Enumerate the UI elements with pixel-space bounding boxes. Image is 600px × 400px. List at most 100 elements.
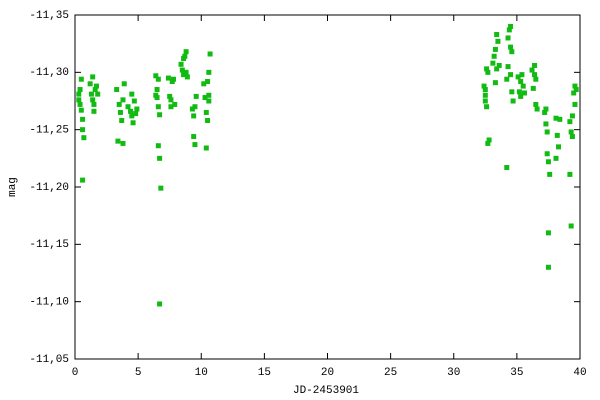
data-point: [567, 119, 573, 125]
y-tick-label: -11,20: [29, 182, 69, 194]
data-point: [87, 81, 93, 87]
data-point: [133, 111, 139, 117]
data-point: [155, 76, 161, 82]
data-point: [90, 74, 96, 80]
data-point: [167, 93, 173, 99]
x-tick-label: 25: [384, 367, 397, 379]
data-point: [509, 89, 515, 95]
data-point: [91, 101, 97, 107]
data-point: [532, 72, 538, 78]
data-point: [206, 69, 212, 75]
data-point: [81, 135, 87, 141]
data-point: [556, 144, 562, 150]
data-point: [203, 109, 209, 115]
data-point: [482, 92, 488, 98]
data-point: [491, 53, 497, 59]
data-point: [518, 79, 524, 85]
data-point: [120, 140, 126, 146]
data-point: [544, 129, 550, 135]
data-point: [193, 93, 199, 99]
data-point: [184, 74, 190, 80]
data-point: [508, 72, 514, 78]
data-point: [554, 132, 560, 138]
data-point: [481, 83, 487, 89]
data-point: [534, 106, 540, 112]
y-tick-label: -11,15: [29, 239, 69, 251]
data-point: [572, 101, 578, 107]
data-point: [78, 107, 84, 113]
data-point: [76, 97, 82, 103]
y-tick-label: -11,05: [29, 354, 69, 366]
data-point: [121, 81, 127, 87]
data-point: [157, 112, 163, 118]
data-point: [516, 89, 522, 95]
data-point: [510, 98, 516, 104]
data-point: [515, 74, 521, 80]
data-point: [520, 83, 526, 89]
y-tick-label: -11,10: [29, 297, 69, 309]
y-tick-label: -11,35: [29, 10, 69, 22]
data-point: [482, 87, 488, 93]
data-point: [125, 104, 131, 110]
data-point: [569, 113, 575, 119]
data-point: [191, 113, 197, 119]
data-point: [91, 108, 97, 114]
data-point: [205, 79, 211, 85]
data-point: [521, 90, 527, 96]
data-point: [154, 95, 160, 101]
data-point: [117, 109, 123, 115]
data-point: [76, 91, 82, 97]
data-point: [557, 116, 563, 122]
data-point: [533, 76, 539, 82]
data-point: [157, 301, 163, 307]
data-point: [183, 69, 189, 75]
data-point: [568, 129, 574, 135]
data-point: [508, 23, 514, 29]
data-point: [504, 76, 510, 82]
data-point: [168, 104, 174, 110]
data-point: [532, 62, 538, 68]
data-point: [93, 83, 99, 89]
data-point: [77, 101, 83, 107]
data-point: [484, 66, 490, 72]
y-tick-label: -11,25: [29, 125, 69, 137]
plot-frame: [74, 14, 581, 360]
data-point: [545, 230, 551, 236]
data-point: [80, 127, 86, 133]
data-point: [78, 76, 84, 82]
x-tick-label: 10: [195, 367, 208, 379]
data-point: [485, 69, 491, 75]
x-tick-label: 30: [447, 367, 460, 379]
data-point: [567, 171, 573, 177]
data-point: [553, 155, 559, 161]
data-point: [205, 117, 211, 123]
x-axis-label: JD-2453901: [293, 385, 359, 397]
data-point: [571, 90, 577, 96]
x-tick-label: 35: [510, 367, 523, 379]
data-point: [492, 46, 498, 52]
data-point: [172, 101, 178, 107]
data-point: [95, 91, 101, 97]
data-point: [496, 62, 502, 68]
data-point: [508, 44, 514, 50]
data-point: [530, 85, 536, 91]
data-point: [206, 98, 212, 104]
data-point: [128, 108, 134, 114]
data-point: [486, 137, 492, 143]
data-point: [168, 97, 174, 103]
data-point: [179, 67, 185, 73]
data-point: [505, 64, 511, 70]
data-point: [155, 104, 161, 110]
data-point: [129, 113, 135, 119]
data-point: [572, 83, 578, 89]
data-point: [116, 101, 122, 107]
data-point: [533, 101, 539, 107]
data-point: [114, 87, 120, 93]
data-point: [547, 171, 553, 177]
data-point: [485, 140, 491, 146]
data-point: [120, 97, 126, 103]
data-point: [505, 35, 511, 41]
data-point: [201, 81, 207, 87]
data-point: [203, 145, 209, 151]
